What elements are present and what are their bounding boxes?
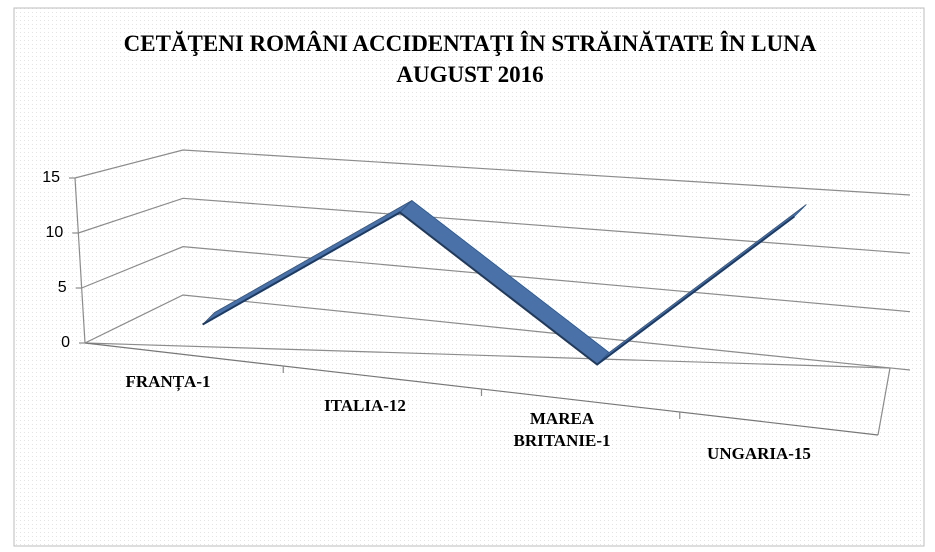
grid-line	[84, 294, 911, 371]
y-tick-label: 0	[61, 334, 70, 351]
y-tick-label: 5	[57, 279, 67, 296]
chart-background	[13, 7, 925, 547]
x-tick-label: MAREA BRITANIE-1	[513, 409, 611, 450]
y-tick-label: 10	[45, 224, 64, 241]
x-tick-label: UNGARIA-15	[707, 444, 811, 463]
floor-edge	[84, 342, 891, 369]
x-tick-label: FRANȚA-1	[125, 372, 211, 391]
data-line	[202, 211, 795, 366]
grid-line	[81, 246, 911, 313]
chart-title: CETĂŢENI ROMÂNI ACCIDENTAŢI ÎN STRĂINĂTA…	[123, 31, 817, 87]
grid-line	[78, 197, 911, 254]
axis-line	[74, 177, 86, 344]
x-tick-label: ITALIA-12	[324, 396, 406, 415]
floor-edge	[877, 367, 891, 436]
y-tick-label: 15	[42, 169, 60, 186]
grid-line	[74, 149, 911, 196]
